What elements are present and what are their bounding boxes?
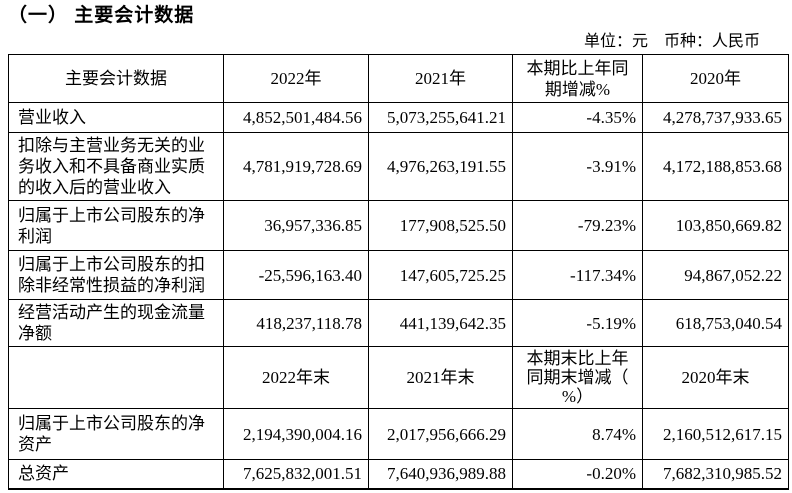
section-title: （一） 主要会计数据	[8, 5, 195, 26]
table-header-period-end: 2022年末 2021年末 本期末比上年 同期末增减（ %） 2020年末	[8, 346, 789, 409]
accounting-data-table: 主要会计数据 2022年 2021年 本期比上年同 期增减% 2020年 营业收…	[8, 54, 789, 490]
table-row: 经营活动产生的现金流量 净额 418,237,118.78 441,139,64…	[8, 299, 789, 347]
value-2022: 4,781,919,728.69	[223, 132, 369, 201]
value-2021: 2,017,956,666.29	[368, 408, 513, 460]
header-2022: 2022年	[223, 54, 369, 103]
row-label: 归属于上市公司股东的净 利润	[8, 200, 224, 251]
value-2021: 5,073,255,641.21	[368, 102, 513, 133]
value-2022: 4,852,501,484.56	[223, 102, 369, 133]
value-change: -0.20%	[512, 459, 643, 490]
value-2020: 103,850,669.82	[642, 200, 789, 251]
row-label: 扣除与主营业务无关的业 务收入和不具备商业实质 的收入后的营业收入	[8, 132, 224, 201]
header-2020-end: 2020年末	[642, 346, 789, 409]
header-2020: 2020年	[642, 54, 789, 103]
value-2020: 2,160,512,617.15	[642, 408, 789, 460]
value-change: 8.74%	[512, 408, 643, 460]
value-2022: -25,596,163.40	[223, 250, 369, 300]
row-label: 营业收入	[8, 102, 224, 133]
row-label: 归属于上市公司股东的扣 除非经常性损益的净利润	[8, 250, 224, 300]
value-2020: 618,753,040.54	[642, 299, 789, 347]
row-label: 总资产	[8, 459, 224, 490]
table-row: 归属于上市公司股东的扣 除非经常性损益的净利润 -25,596,163.40 1…	[8, 250, 789, 300]
value-change: -117.34%	[512, 250, 643, 300]
value-2021: 147,605,725.25	[368, 250, 513, 300]
row-label: 归属于上市公司股东的净 资产	[8, 408, 224, 460]
value-2021: 7,640,936,989.88	[368, 459, 513, 490]
table-row: 营业收入 4,852,501,484.56 5,073,255,641.21 -…	[8, 102, 789, 133]
header-2021-end: 2021年末	[368, 346, 513, 409]
header-metric-empty	[8, 346, 224, 409]
header-metric: 主要会计数据	[8, 54, 224, 103]
value-2022: 7,625,832,001.51	[223, 459, 369, 490]
table-row: 总资产 7,625,832,001.51 7,640,936,989.88 -0…	[8, 459, 789, 490]
value-2021: 4,976,263,191.55	[368, 132, 513, 201]
header-change-end: 本期末比上年 同期末增减（ %）	[512, 346, 643, 409]
unit-currency-note: 单位：元 币种：人民币	[583, 33, 760, 50]
value-2022: 36,957,336.85	[223, 200, 369, 251]
value-change: -3.91%	[512, 132, 643, 201]
value-2021: 441,139,642.35	[368, 299, 513, 347]
table-header-annual: 主要会计数据 2022年 2021年 本期比上年同 期增减% 2020年	[8, 54, 789, 103]
value-2020: 94,867,052.22	[642, 250, 789, 300]
table-row: 扣除与主营业务无关的业 务收入和不具备商业实质 的收入后的营业收入 4,781,…	[8, 132, 789, 201]
value-change: -79.23%	[512, 200, 643, 251]
header-2022-end: 2022年末	[223, 346, 369, 409]
header-change: 本期比上年同 期增减%	[512, 54, 643, 103]
header-2021: 2021年	[368, 54, 513, 103]
table-row: 归属于上市公司股东的净 利润 36,957,336.85 177,908,525…	[8, 200, 789, 251]
value-2022: 418,237,118.78	[223, 299, 369, 347]
value-2020: 4,172,188,853.68	[642, 132, 789, 201]
value-2022: 2,194,390,004.16	[223, 408, 369, 460]
value-2020: 4,278,737,933.65	[642, 102, 789, 133]
row-label: 经营活动产生的现金流量 净额	[8, 299, 224, 347]
value-change: -5.19%	[512, 299, 643, 347]
value-2021: 177,908,525.50	[368, 200, 513, 251]
value-change: -4.35%	[512, 102, 643, 133]
table-row: 归属于上市公司股东的净 资产 2,194,390,004.16 2,017,95…	[8, 408, 789, 460]
value-2020: 7,682,310,985.52	[642, 459, 789, 490]
